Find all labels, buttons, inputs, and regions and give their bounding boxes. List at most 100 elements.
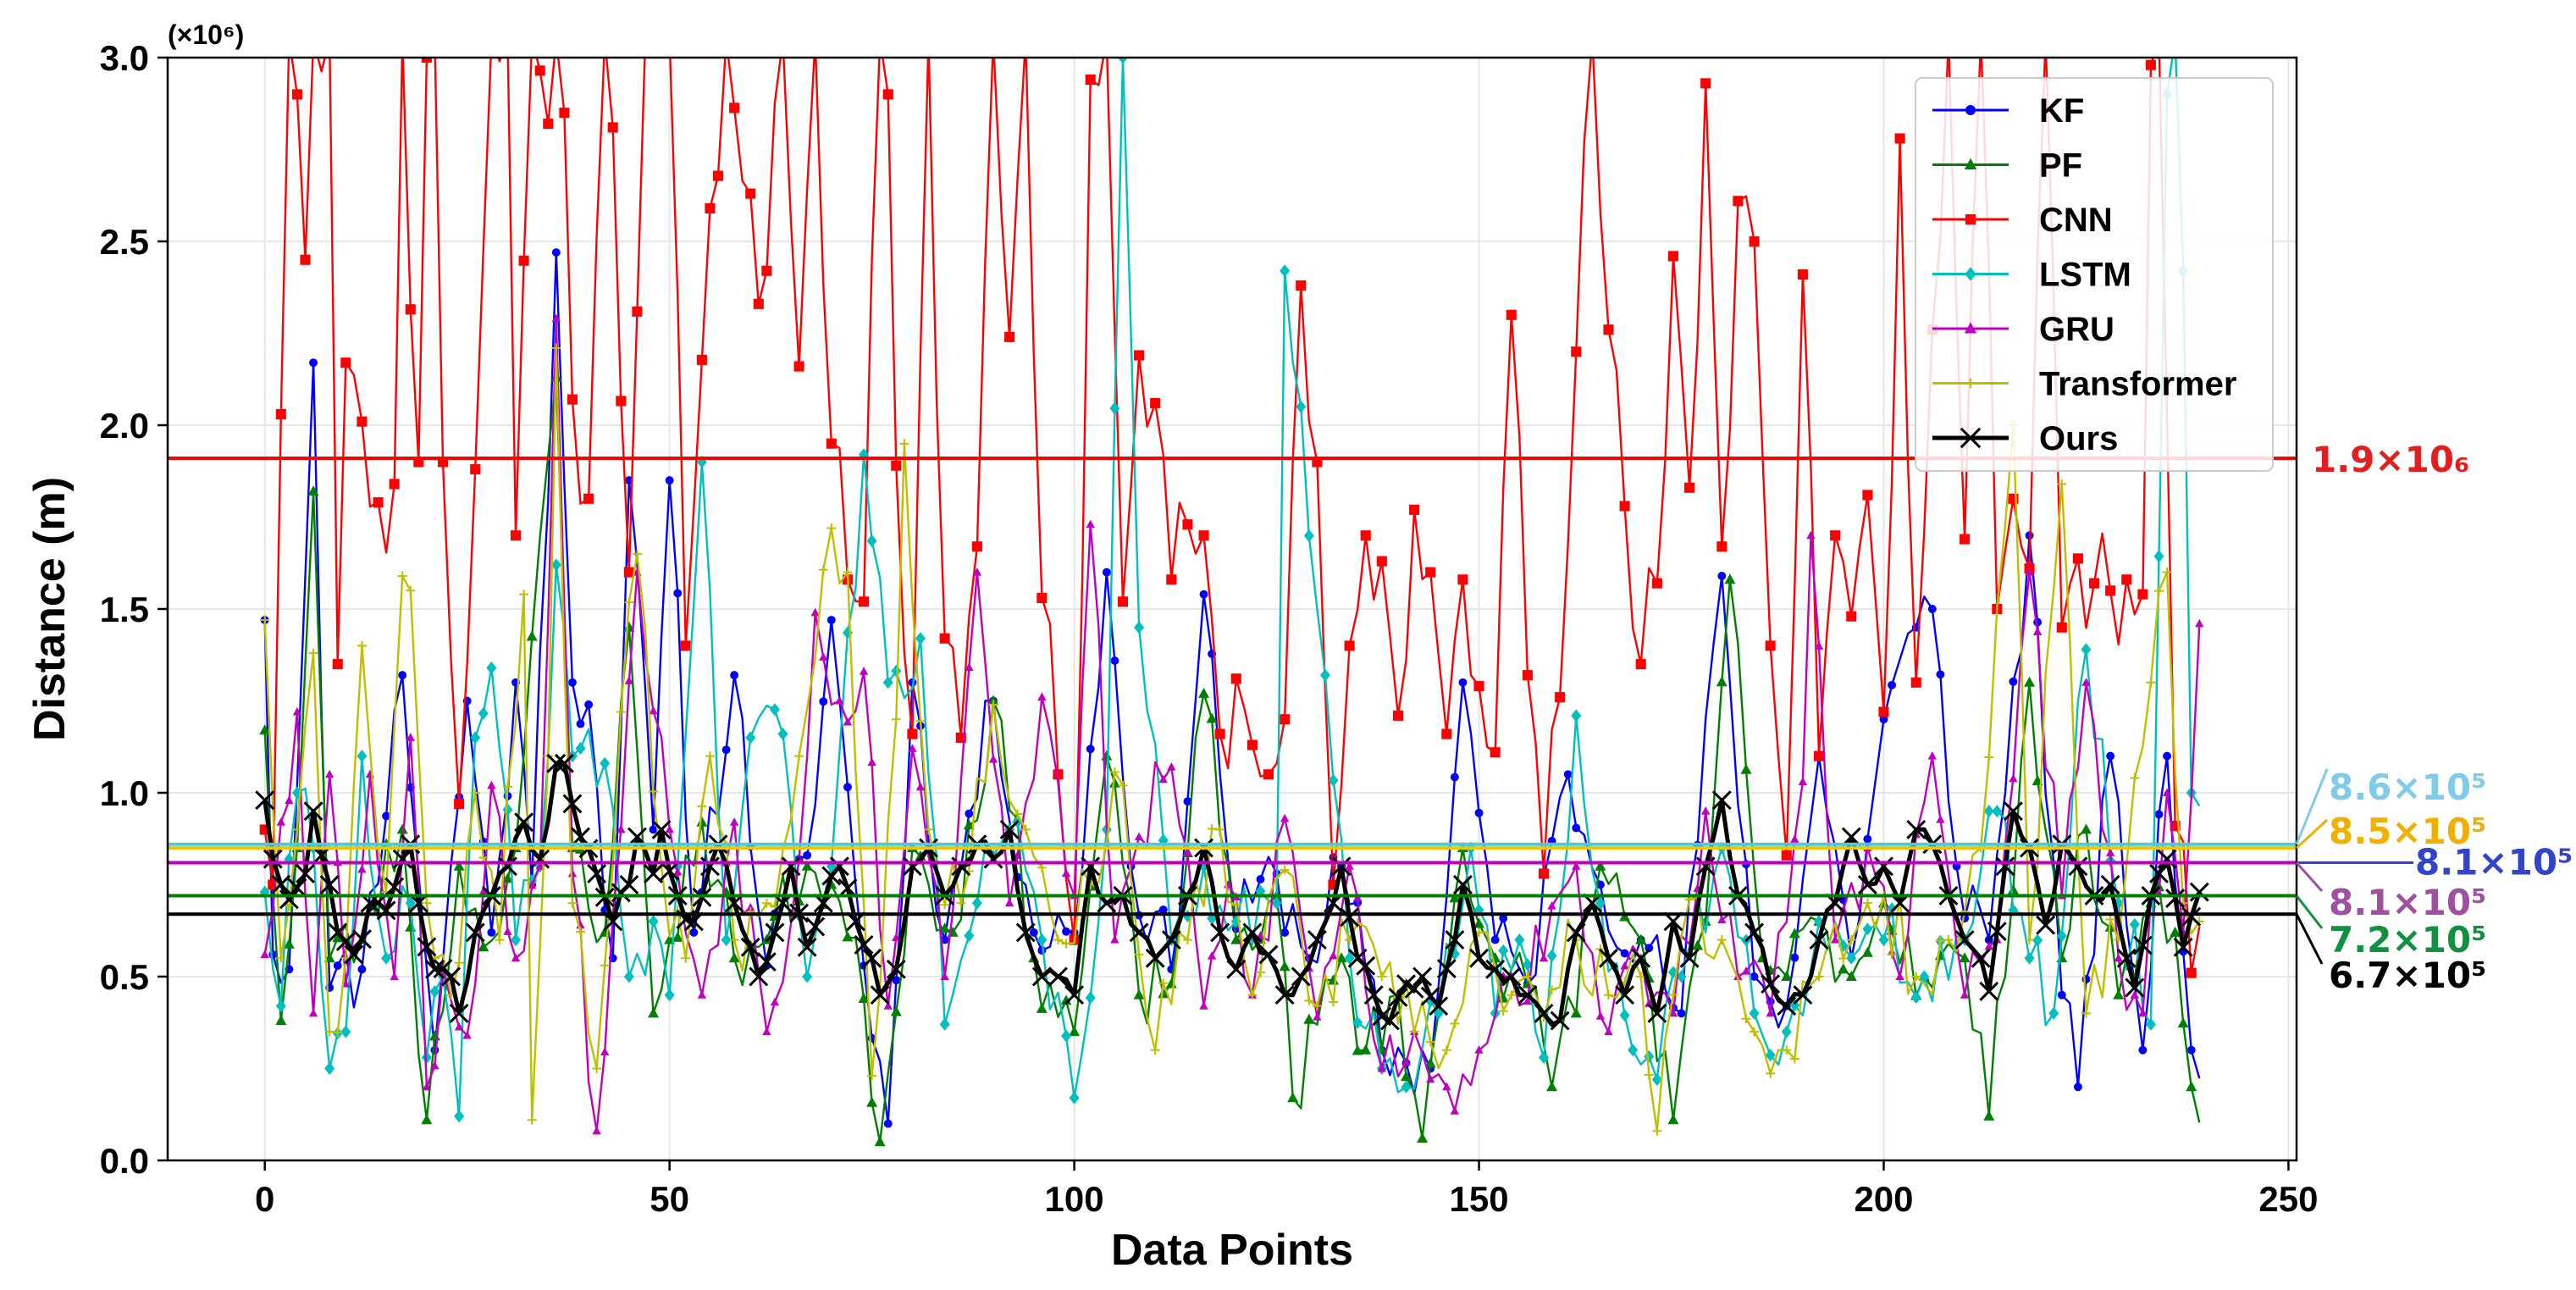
pf-point — [1360, 1044, 1372, 1055]
transformer-point — [324, 1027, 334, 1037]
cnn-point — [518, 255, 529, 266]
gru-point — [1620, 961, 1629, 970]
pf-point — [866, 1096, 878, 1107]
transformer-point — [1134, 950, 1144, 960]
cnn-point — [1117, 596, 1129, 607]
ours-point — [2036, 915, 2056, 935]
cnn-point — [1198, 530, 1209, 541]
cnn-point — [340, 357, 351, 368]
kf-point — [1879, 715, 1888, 724]
pf-point — [1401, 1071, 1412, 1082]
gru-point — [1061, 868, 1071, 878]
cnn-point — [1635, 659, 1646, 670]
lstm-point — [1344, 951, 1355, 965]
lstm-point — [882, 676, 893, 689]
gru-point — [1013, 850, 1022, 859]
cnn-point — [527, 34, 537, 44]
legend-marker-cnn — [1965, 213, 1976, 225]
lstm-point — [1749, 1006, 1760, 1020]
transformer-point — [899, 439, 909, 449]
gru-point — [1425, 1074, 1435, 1083]
pf-point — [1845, 971, 1857, 981]
ours-point — [263, 849, 283, 869]
ours-point — [951, 856, 971, 877]
cnn-point — [1360, 530, 1371, 541]
cnn-point — [1392, 710, 1404, 721]
lstm-point — [1546, 949, 1557, 962]
transformer-point — [1814, 972, 1824, 982]
transformer-point — [567, 898, 578, 908]
cnn-point — [291, 89, 302, 100]
pf-point — [1036, 1002, 1048, 1013]
lstm-point — [1303, 529, 1314, 543]
kf-point — [576, 719, 585, 728]
ours-point — [2149, 863, 2169, 883]
ours-point — [303, 801, 323, 822]
cnn-point — [761, 265, 772, 276]
gru-point — [390, 972, 399, 980]
kf-point — [1717, 571, 1727, 580]
ours-point — [1874, 856, 1893, 877]
pf-point — [453, 860, 465, 871]
lstm-markers — [259, 58, 2197, 1123]
legend-marker-pf — [1964, 158, 1977, 169]
pf-point — [275, 1015, 287, 1026]
lstm-point — [486, 661, 497, 674]
lstm-point — [2153, 550, 2164, 563]
lstm-point — [891, 664, 902, 678]
transformer-point — [1450, 1018, 1460, 1028]
cnn-point — [1571, 346, 1582, 357]
legend-box — [1915, 77, 2274, 472]
ours-point — [2173, 937, 2193, 957]
kf-point — [1490, 935, 1500, 944]
transformer-point — [794, 751, 804, 761]
transformer-point — [2130, 773, 2140, 783]
lstm-point — [550, 558, 561, 572]
ours-point — [1777, 996, 1797, 1016]
cnn-point — [284, 34, 294, 44]
lstm-point — [1781, 1025, 1792, 1038]
pf-point — [307, 485, 319, 496]
kf-point — [309, 358, 318, 368]
lstm-point — [1539, 1050, 1550, 1064]
pf-point — [648, 1007, 660, 1018]
y-tick-label: 0.0 — [100, 1141, 149, 1181]
lstm-point — [470, 731, 481, 745]
ours-point — [2003, 801, 2023, 822]
cnn-point — [1457, 574, 1468, 585]
y-tick-label: 2.5 — [100, 222, 149, 262]
cnn-point — [623, 567, 634, 578]
transformer-point — [1255, 967, 1265, 977]
cnn-point — [275, 408, 286, 420]
gru-point — [1345, 861, 1354, 870]
cnn-point — [1781, 850, 1792, 861]
lstm-point — [600, 756, 611, 770]
kf-point — [430, 1045, 439, 1055]
legend-item-kf: KF — [1932, 92, 2084, 130]
cnn-point — [1587, 34, 1597, 44]
legend-item-transformer: Transformer — [1932, 366, 2236, 403]
gru-point — [1450, 1106, 1460, 1115]
cnn-point — [1522, 670, 1533, 681]
transformer-point — [1150, 1045, 1160, 1055]
transformer-point — [357, 640, 367, 651]
ours-point — [797, 937, 817, 957]
lstm-point — [2024, 951, 2035, 965]
lstm-point — [421, 1050, 432, 1064]
cnn-point — [429, 34, 439, 44]
gru-point — [746, 903, 755, 911]
lstm-point — [575, 742, 586, 756]
transformer-point — [697, 801, 707, 811]
gru-point — [324, 769, 334, 778]
gru-point — [1700, 806, 1711, 815]
cnn-point — [357, 416, 368, 427]
ours-point — [1379, 1010, 1400, 1031]
pf-point — [858, 993, 870, 1004]
cnn-point — [1910, 677, 1921, 688]
transformer-point — [1716, 935, 1727, 945]
ours-point — [756, 952, 777, 972]
legend-label-lstm: LSTM — [2039, 257, 2131, 294]
pf-point — [801, 860, 813, 871]
ours-point — [1048, 966, 1068, 987]
pf-point — [2170, 926, 2181, 937]
